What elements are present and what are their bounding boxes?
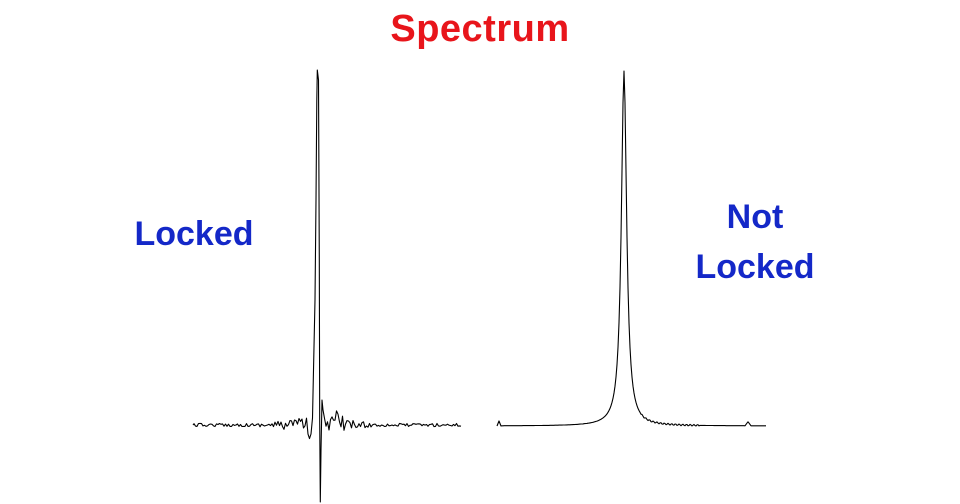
locked-label: Locked xyxy=(120,209,268,259)
not-locked-label: Not Locked xyxy=(680,192,830,292)
not-locked-label-line-2: Locked xyxy=(695,248,815,286)
locked-spectrum-trace xyxy=(192,69,462,503)
locked-label-line-1: Locked xyxy=(134,215,254,253)
diagram-title: Spectrum xyxy=(390,8,570,50)
not-locked-label-line-1: Not xyxy=(726,198,784,236)
not-locked-spectrum-trace xyxy=(496,70,766,427)
